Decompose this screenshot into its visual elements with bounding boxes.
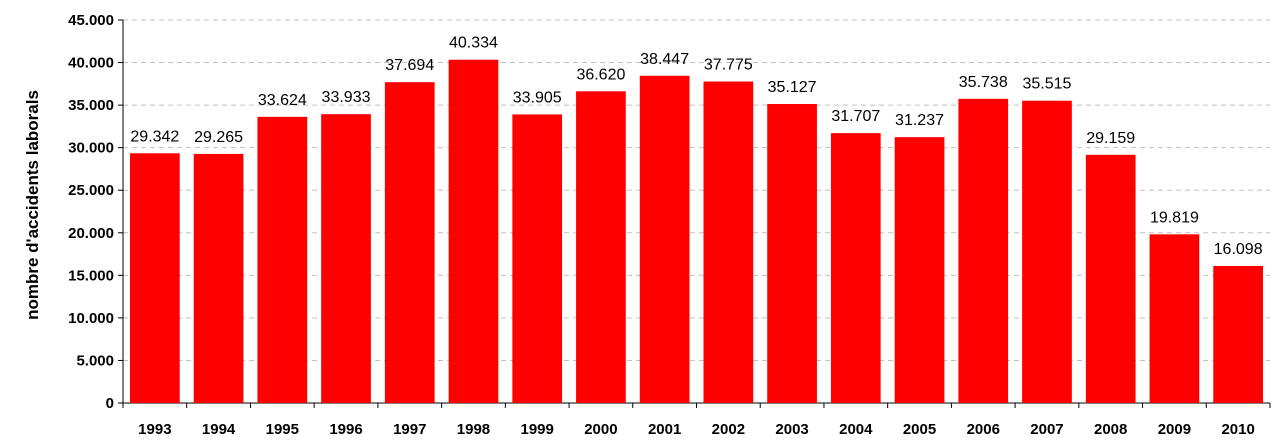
- bar-1993: [130, 153, 180, 403]
- y-tick-label: 25.000: [68, 182, 114, 199]
- data-label: 29.265: [194, 129, 243, 146]
- data-label: 33.905: [513, 89, 562, 106]
- x-tick-label: 2007: [1030, 421, 1063, 438]
- y-tick-label: 40.000: [68, 55, 114, 72]
- x-tick-label: 2010: [1221, 421, 1254, 438]
- y-axis-title: nombre d'accidents laborals: [23, 90, 42, 320]
- data-label: 35.127: [768, 79, 817, 96]
- y-tick-label: 10.000: [68, 310, 114, 327]
- x-tick-label: 2003: [775, 421, 808, 438]
- y-tick-label: 0: [106, 395, 114, 412]
- data-label: 38.447: [640, 51, 689, 68]
- data-label: 35.515: [1023, 76, 1072, 93]
- bar-2001: [639, 75, 690, 403]
- x-tick-label: 2000: [584, 421, 617, 438]
- bar-1994: [193, 153, 244, 403]
- y-tick-label: 35.000: [68, 97, 114, 114]
- data-label: 31.707: [831, 108, 880, 125]
- bar-1995: [257, 116, 308, 404]
- bar-1996: [321, 114, 371, 403]
- y-tick-label: 30.000: [68, 140, 114, 157]
- data-label: 19.819: [1150, 209, 1199, 226]
- x-tick-label: 1999: [521, 421, 554, 438]
- x-tick-label: 1998: [457, 421, 490, 438]
- data-label: 29.159: [1086, 130, 1135, 147]
- bar-1998: [448, 59, 499, 404]
- x-tick-label: 1997: [393, 421, 426, 438]
- data-label: 36.620: [576, 66, 625, 83]
- data-label: 37.775: [704, 56, 753, 73]
- x-tick-label: 1993: [138, 421, 171, 438]
- data-label: 35.738: [959, 74, 1008, 91]
- bar-2000: [576, 91, 626, 403]
- data-label: 16.098: [1214, 241, 1263, 258]
- bar-2006: [958, 98, 1009, 404]
- gridlines: [123, 19, 1270, 361]
- y-tick-label: 5.000: [76, 352, 114, 369]
- x-tick-label: 2008: [1094, 421, 1127, 438]
- x-tick-label: 2002: [712, 421, 745, 438]
- x-tick-label: 2004: [839, 421, 873, 438]
- bar-1997: [384, 82, 435, 403]
- x-tick-label: 1995: [266, 421, 299, 438]
- y-tick-label: 15.000: [68, 267, 114, 284]
- y-tick-label: 20.000: [68, 225, 114, 242]
- data-label: 33.933: [322, 89, 371, 106]
- x-tick-label: 1996: [329, 421, 362, 438]
- data-label: 31.237: [895, 112, 944, 129]
- bar-2010: [1213, 265, 1263, 403]
- x-tick-label: 2009: [1158, 421, 1191, 438]
- bar-2007: [1022, 100, 1072, 403]
- bar-2008: [1085, 154, 1136, 403]
- x-tick-label: 2001: [648, 421, 681, 438]
- data-labels: 29.342 29.265 33.624 33.933 37.694 40.334 33.9…: [130, 35, 1262, 258]
- data-label: 40.334: [449, 35, 498, 52]
- bar-2002: [703, 81, 754, 404]
- bars: [130, 59, 1263, 404]
- data-label: 33.624: [258, 92, 307, 109]
- bar-1999: [512, 114, 563, 403]
- bar-2005: [894, 137, 945, 403]
- x-tick-label: 2006: [967, 421, 1000, 438]
- x-tick-label: 2005: [903, 421, 936, 438]
- bar-2003: [767, 104, 817, 403]
- bar-2004: [830, 133, 881, 404]
- x-tick-label: 1994: [202, 421, 236, 438]
- y-tick-label: 45.000: [68, 12, 114, 29]
- data-label: 37.694: [385, 57, 434, 74]
- axes: 0 5.000 10.000 15.000 20.000 25.000 30.000 35.0…: [68, 12, 1271, 438]
- bar-2009: [1149, 234, 1200, 403]
- data-label: 29.342: [130, 128, 179, 145]
